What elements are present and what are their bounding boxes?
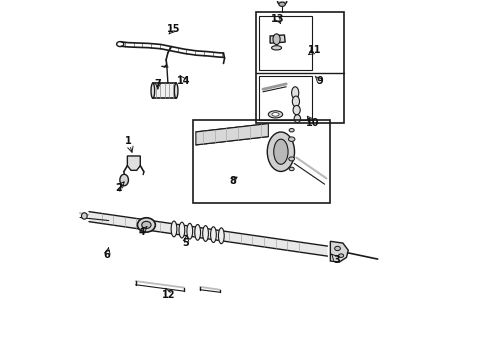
Text: 9: 9: [317, 76, 324, 86]
Polygon shape: [196, 123, 269, 145]
Bar: [259, 76, 312, 120]
Text: 6: 6: [103, 250, 110, 260]
Bar: [259, 16, 312, 70]
Ellipse shape: [294, 115, 300, 123]
Ellipse shape: [289, 167, 294, 171]
Ellipse shape: [81, 213, 87, 219]
Text: 2: 2: [115, 183, 122, 193]
Text: 1: 1: [125, 136, 132, 145]
Ellipse shape: [289, 129, 294, 132]
Ellipse shape: [203, 226, 208, 241]
Ellipse shape: [171, 221, 177, 237]
Polygon shape: [127, 156, 140, 170]
Ellipse shape: [195, 224, 200, 240]
Text: 10: 10: [306, 118, 319, 128]
Polygon shape: [153, 83, 176, 98]
Bar: [256, 12, 343, 123]
Ellipse shape: [289, 157, 294, 161]
Ellipse shape: [142, 221, 151, 229]
Ellipse shape: [335, 246, 341, 251]
Ellipse shape: [279, 2, 285, 6]
Text: 14: 14: [177, 76, 191, 86]
Text: 15: 15: [167, 24, 181, 34]
Text: 13: 13: [271, 14, 285, 24]
Polygon shape: [89, 212, 327, 256]
Ellipse shape: [137, 218, 155, 232]
Text: 5: 5: [182, 238, 189, 248]
Ellipse shape: [274, 139, 288, 164]
Ellipse shape: [174, 83, 178, 98]
Ellipse shape: [271, 46, 282, 50]
Ellipse shape: [292, 87, 299, 99]
Ellipse shape: [267, 132, 294, 171]
Ellipse shape: [272, 113, 279, 116]
Ellipse shape: [187, 223, 193, 239]
Text: 11: 11: [308, 45, 321, 55]
Text: 3: 3: [333, 255, 340, 265]
Ellipse shape: [211, 227, 216, 243]
Text: 4: 4: [138, 227, 145, 237]
Ellipse shape: [269, 111, 283, 118]
Ellipse shape: [293, 96, 299, 107]
Ellipse shape: [293, 105, 300, 115]
Polygon shape: [270, 35, 285, 43]
Text: 8: 8: [229, 176, 236, 186]
Ellipse shape: [120, 174, 128, 186]
Ellipse shape: [219, 228, 224, 244]
Ellipse shape: [179, 222, 185, 238]
Text: 7: 7: [154, 79, 161, 89]
Ellipse shape: [289, 137, 295, 141]
Bar: [193, 120, 330, 203]
Text: 12: 12: [162, 291, 175, 301]
Ellipse shape: [273, 34, 280, 45]
Ellipse shape: [151, 83, 155, 98]
Polygon shape: [330, 241, 348, 262]
Ellipse shape: [339, 254, 343, 257]
Ellipse shape: [277, 0, 287, 5]
